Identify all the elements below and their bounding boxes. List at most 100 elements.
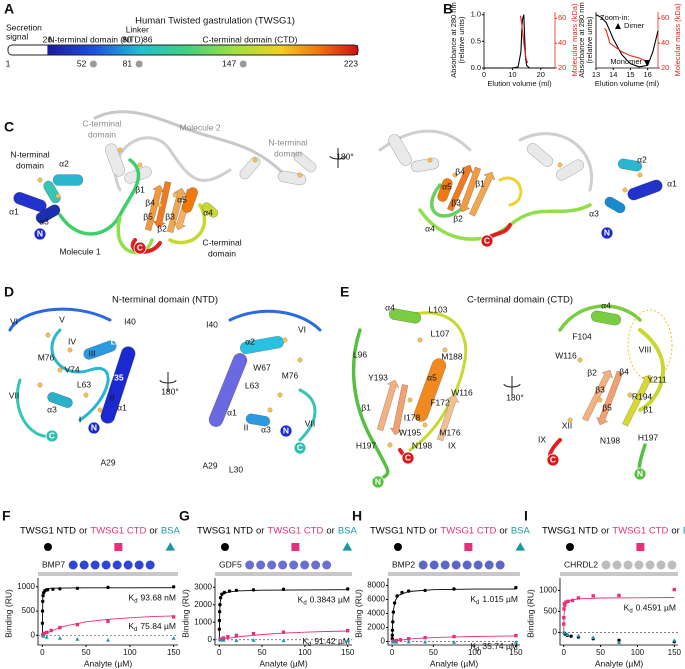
point (234, 588, 239, 593)
point (576, 596, 581, 600)
kd-value: 91.42 µM (314, 636, 350, 646)
legend-label: BSA (683, 526, 685, 537)
rotation-icon (503, 376, 521, 396)
y-axis-label: Binding (RU) (353, 589, 363, 638)
point (105, 638, 111, 642)
strand (446, 164, 474, 212)
helix (413, 358, 447, 422)
terminus-marker (45, 429, 59, 443)
point (406, 639, 411, 644)
y-tick-label: 1.0 (471, 10, 481, 19)
point (391, 610, 396, 614)
residue-label: 26 (43, 34, 53, 44)
point (423, 635, 427, 640)
structure-label: α1 (667, 178, 677, 188)
immobilized-ligand (245, 560, 255, 570)
kd-value: 1.015 µM (482, 594, 518, 604)
structure-label: 180° (506, 392, 524, 402)
helix (47, 391, 73, 409)
immobilized-ligand (484, 560, 494, 570)
x-tick-label: 50 (596, 648, 605, 657)
point (392, 601, 397, 605)
point (218, 596, 223, 600)
kd-annotation: Kd 35.74 µM (470, 641, 518, 652)
disulfide (277, 392, 283, 398)
structure-label: H197 (356, 440, 377, 450)
chip-surface (560, 572, 678, 576)
structure-label: N (375, 476, 381, 486)
structure-label: W116 (555, 350, 577, 360)
kd-symbol: K (470, 594, 476, 604)
structure-label: L30 (229, 464, 243, 474)
structure-label: VII (305, 418, 315, 428)
structure-label: Y193 (368, 372, 388, 382)
y-axis-label: Absorbance at 280 nm (449, 2, 458, 77)
structure-label: α4 (203, 207, 213, 217)
x-tick-label: 20 (537, 70, 545, 79)
point (41, 593, 45, 598)
ribbon (93, 110, 287, 177)
immobilized-ligand (440, 560, 450, 570)
disulfide (57, 367, 63, 373)
legend-marker (565, 543, 574, 551)
disulfide (297, 357, 303, 363)
structure-label: α1 (117, 402, 127, 412)
line (519, 15, 529, 64)
point (346, 587, 350, 591)
y2-tick-label: 40 (661, 38, 669, 47)
structure-label: β5 (602, 402, 612, 412)
legend-label: BSA (338, 526, 358, 537)
point (106, 619, 110, 623)
kd-symbol: K (298, 595, 304, 605)
immobilized-ligand (134, 560, 144, 570)
point (45, 630, 49, 635)
point (395, 594, 399, 598)
structure-label: L96 (353, 349, 367, 359)
point (390, 633, 394, 637)
structure-label: C (405, 452, 411, 462)
x-tick-label: 150 (167, 648, 181, 657)
annotation: Zoom-in: (600, 13, 630, 22)
strand (581, 369, 614, 422)
helix (104, 143, 126, 177)
ribbon (58, 158, 141, 236)
point (346, 628, 350, 633)
label: Secretion (6, 22, 42, 32)
structure-label: A29 (202, 460, 217, 470)
structure-label: C (550, 454, 556, 464)
y-tick-label: 2000 (194, 600, 212, 609)
disulfide (387, 442, 393, 448)
point (171, 636, 176, 640)
y-axis-label: Binding (RU) (525, 589, 535, 638)
point (281, 587, 286, 592)
structure-label: I40 (124, 316, 136, 326)
point (513, 640, 518, 644)
immobilized-ligand (101, 560, 111, 570)
structure-label: α4 (425, 223, 435, 233)
point (591, 594, 595, 598)
legend-label: TWSG1 NTD (370, 526, 426, 537)
kd-value: 75.84 µM (140, 621, 176, 631)
terminus-marker (600, 226, 614, 240)
point (391, 620, 395, 624)
structure-label: N-terminal (10, 149, 49, 159)
residue-label: 1 (6, 58, 11, 68)
pointer (615, 23, 621, 29)
disulfide (627, 392, 633, 398)
disulfide (45, 332, 51, 338)
line (484, 14, 555, 69)
domain-label: Linker (126, 24, 149, 34)
kd-annotation: Kd 1.015 µM (470, 594, 518, 605)
immobilized-ligand (112, 560, 122, 570)
disulfide (157, 202, 163, 208)
chip-label: CHRDL2 (564, 559, 598, 569)
terminus-marker (33, 227, 47, 241)
immobilized-ligand (601, 560, 611, 570)
y-axis-label: Binding (RU) (3, 589, 13, 638)
y-tick-label: 4000 (367, 609, 385, 618)
structure-label: L63 (77, 379, 91, 389)
point (219, 637, 223, 641)
structure-label: C-terminal (82, 118, 121, 128)
structure-label: VI (298, 324, 306, 334)
terminus-marker (480, 234, 494, 248)
